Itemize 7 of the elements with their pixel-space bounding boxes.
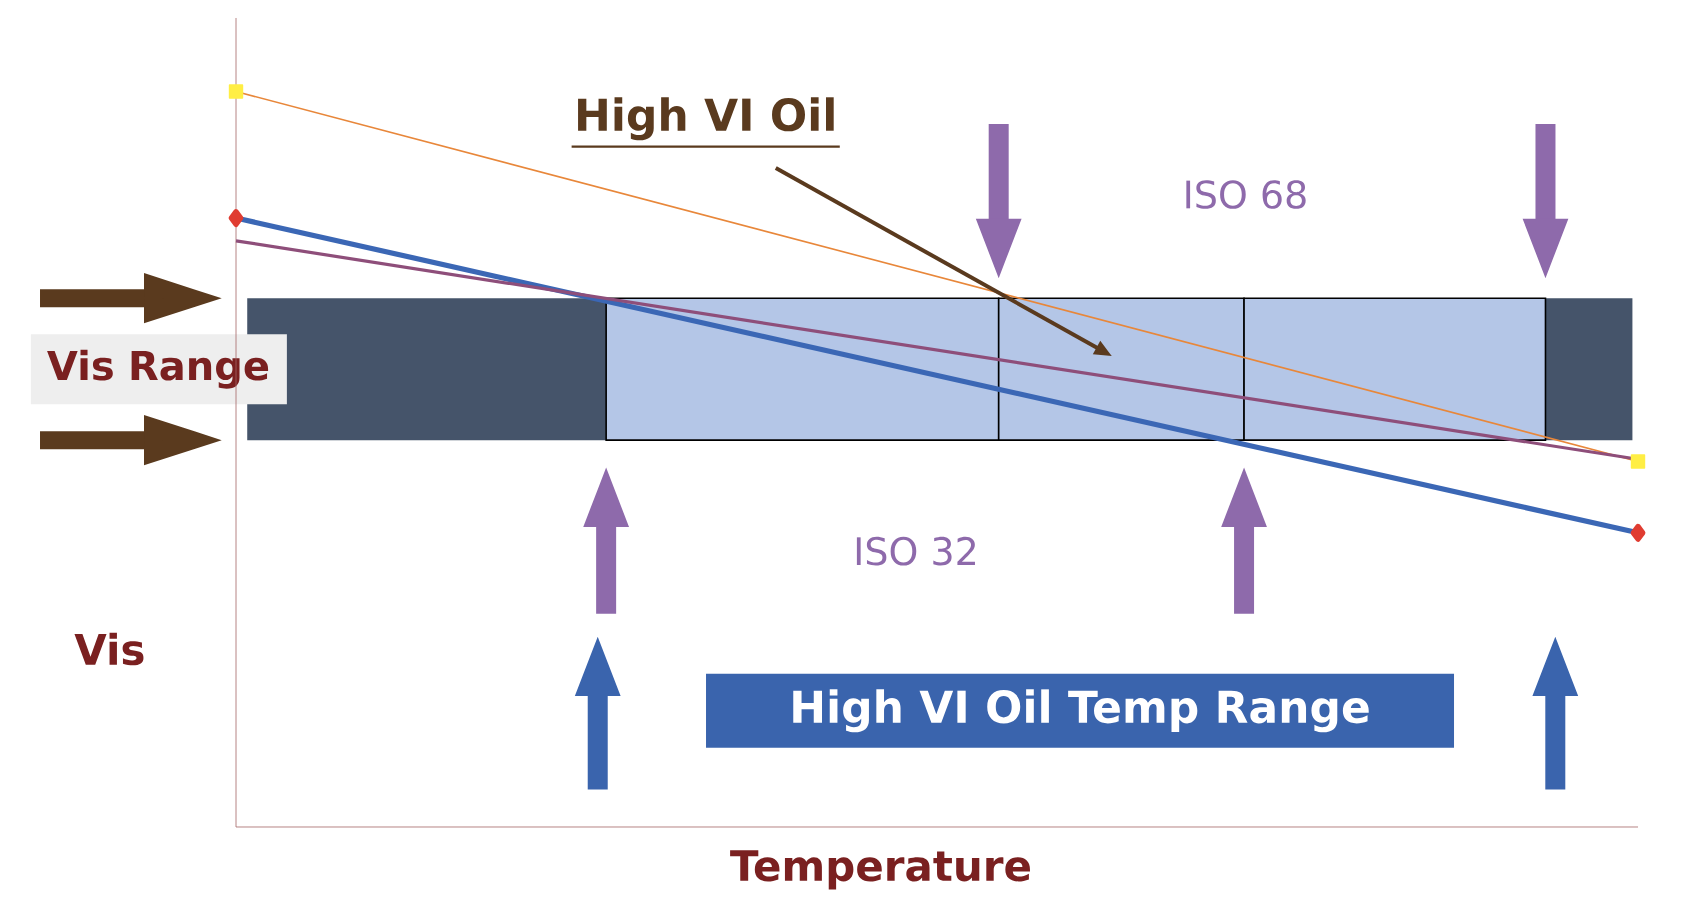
x-axis-title: Temperature bbox=[730, 850, 1030, 890]
annotation: ISO 68 bbox=[1186, 180, 1306, 209]
annotation: ISO 32 bbox=[856, 536, 975, 566]
band-label: Vis Range bbox=[47, 349, 269, 389]
annotation: High VI Oil Temp Range bbox=[793, 689, 1369, 733]
annotation: High VI Oil bbox=[578, 97, 834, 141]
y-axis-title: Vis bbox=[74, 632, 144, 666]
